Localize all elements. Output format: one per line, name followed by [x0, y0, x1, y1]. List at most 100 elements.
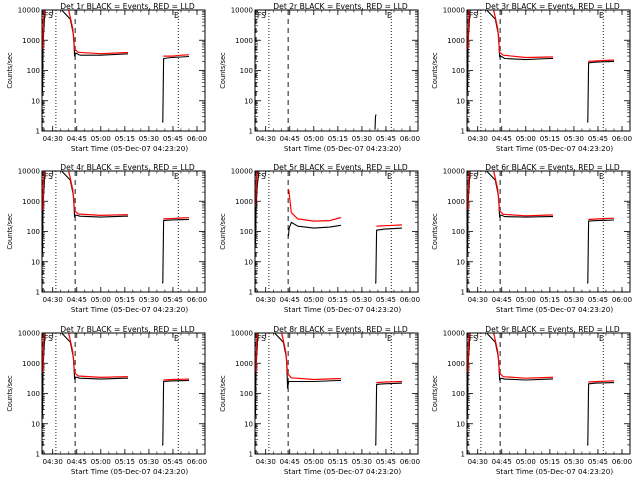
x-tick-label: 05:15	[328, 296, 348, 304]
corner-label-right: E	[599, 11, 604, 20]
x-tick-label: 06:00	[612, 135, 632, 143]
x-tick-label: 05:00	[304, 135, 324, 143]
events-series-line	[587, 219, 615, 284]
x-tick-label: 05:30	[564, 296, 584, 304]
panel-title: Det 9r BLACK = Events, RED = LLD	[485, 325, 620, 334]
x-tick-label: 05:45	[163, 458, 183, 466]
corner-label-left: FS	[469, 334, 478, 343]
events-series-line	[162, 379, 190, 446]
lld-series-line	[376, 224, 403, 227]
x-tick-label: 05:45	[163, 296, 183, 304]
events-series-line	[587, 382, 615, 446]
plot-frame	[254, 170, 419, 293]
y-tick-label: 1	[249, 128, 253, 136]
events-series-line	[255, 171, 260, 244]
corner-label-left: FS	[44, 172, 53, 181]
lld-series-line	[42, 10, 128, 55]
x-tick-label: 04:45	[280, 296, 300, 304]
x-tick-label: 05:45	[376, 296, 396, 304]
y-tick-label: 10000	[18, 7, 40, 15]
y-tick-label: 10000	[18, 168, 40, 176]
corner-label-left: FS	[257, 172, 266, 181]
y-tick-label: 10	[244, 420, 253, 428]
events-series-line	[587, 60, 615, 123]
events-series-line	[374, 114, 377, 130]
x-tick-label: 05:45	[588, 296, 608, 304]
y-tick-label: 1000	[235, 198, 253, 206]
x-axis-label: Start Time (05-Dec-07 04:23:20)	[284, 144, 401, 153]
x-tick-label: 04:45	[492, 458, 512, 466]
plot-frame	[41, 332, 206, 455]
x-tick-label: 04:30	[43, 135, 63, 143]
lld-series-line	[287, 188, 342, 222]
y-tick-label: 10	[31, 97, 40, 105]
y-tick-label: 100	[27, 67, 40, 75]
plot-frame	[41, 9, 206, 132]
panel-det-9: Det 9r BLACK = Events, RED = LLD Counts/s…	[431, 325, 632, 476]
x-tick-label: 05:15	[328, 458, 348, 466]
plot-frame	[466, 332, 631, 455]
lld-series-line	[42, 171, 128, 216]
x-tick-label: 05:45	[376, 458, 396, 466]
lld-series-line	[255, 333, 341, 381]
corner-label-right: E	[599, 334, 604, 343]
x-axis-label: Start Time (05-Dec-07 04:23:20)	[496, 305, 613, 314]
y-tick-label: 10	[456, 420, 465, 428]
lld-series-line	[467, 10, 553, 59]
y-tick-label: 10000	[231, 330, 253, 338]
panel-title: Det 7r BLACK = Events, RED = LLD	[60, 325, 195, 334]
y-tick-label: 10000	[443, 168, 465, 176]
x-tick-label: 05:15	[328, 135, 348, 143]
corner-label-left: FS	[44, 334, 53, 343]
x-axis-label: Start Time (05-Dec-07 04:23:20)	[284, 305, 401, 314]
x-tick-label: 05:45	[163, 135, 183, 143]
y-tick-label: 1000	[235, 37, 253, 45]
x-tick-label: 05:00	[91, 296, 111, 304]
x-tick-label: 05:15	[115, 296, 135, 304]
y-tick-label: 10	[31, 258, 40, 266]
x-axis-label: Start Time (05-Dec-07 04:23:20)	[71, 467, 188, 476]
x-tick-label: 06:00	[187, 296, 207, 304]
lld-series-line	[467, 333, 553, 379]
corner-label-left: FS	[257, 11, 266, 20]
y-tick-label: 1000	[447, 198, 465, 206]
y-axis-label: Counts/sec	[6, 52, 14, 89]
x-tick-label: 05:15	[540, 296, 560, 304]
corner-label-right: E	[174, 172, 179, 181]
events-series-line	[375, 227, 403, 284]
x-tick-label: 04:30	[468, 296, 488, 304]
x-tick-label: 05:30	[352, 135, 372, 143]
x-axis-label: Start Time (05-Dec-07 04:23:20)	[496, 467, 613, 476]
y-axis-label: Counts/sec	[431, 213, 439, 250]
panel-title: Det 4r BLACK = Events, RED = LLD	[60, 163, 195, 172]
plot-frame	[466, 9, 631, 132]
y-axis-label: Counts/sec	[219, 52, 227, 89]
x-tick-label: 05:30	[139, 296, 159, 304]
x-tick-label: 05:00	[516, 458, 536, 466]
x-tick-label: 05:45	[588, 458, 608, 466]
x-tick-label: 06:00	[612, 296, 632, 304]
panel-det-8: Det 8r BLACK = Events, RED = LLD Counts/s…	[219, 325, 420, 476]
corner-label-right: E	[174, 11, 179, 20]
y-tick-label: 1	[249, 451, 253, 459]
corner-label-right: E	[174, 334, 179, 343]
x-tick-label: 04:30	[468, 135, 488, 143]
x-tick-label: 05:30	[352, 296, 372, 304]
x-tick-label: 04:45	[280, 458, 300, 466]
y-tick-label: 10000	[18, 330, 40, 338]
x-tick-label: 05:45	[376, 135, 396, 143]
y-tick-label: 1	[36, 128, 40, 136]
y-tick-label: 1000	[447, 37, 465, 45]
x-tick-label: 06:00	[400, 458, 420, 466]
x-tick-label: 04:30	[43, 458, 63, 466]
y-axis-label: Counts/sec	[6, 213, 14, 250]
y-tick-label: 1	[249, 289, 253, 297]
x-tick-label: 04:30	[43, 296, 63, 304]
panel-title: Det 8r BLACK = Events, RED = LLD	[273, 325, 408, 334]
panel-title: Det 2r BLACK = Events, RED = LLD	[273, 2, 408, 11]
x-axis-label: Start Time (05-Dec-07 04:23:20)	[284, 467, 401, 476]
lld-series-line	[42, 333, 128, 378]
corner-label-right: E	[387, 11, 392, 20]
panel-det-7: Det 7r BLACK = Events, RED = LLD Counts/s…	[6, 325, 207, 476]
y-tick-label: 1	[36, 451, 40, 459]
